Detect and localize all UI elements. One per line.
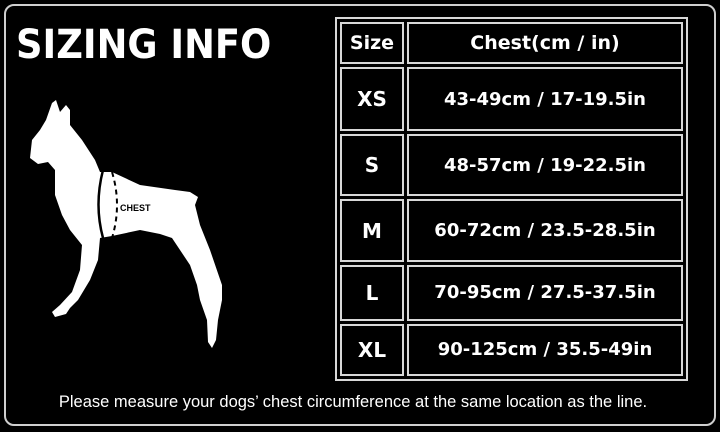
table-row: S 48-57cm / 19-22.5in [340,134,683,197]
chest-cell: 48-57cm / 19-22.5in [407,134,683,197]
size-cell: XS [340,67,404,132]
header-size: Size [340,22,404,65]
size-cell: M [340,199,404,262]
dog-silhouette-icon: CHEST [30,100,222,348]
header-chest: Chest(cm / in) [407,22,683,65]
chest-cell: 90-125cm / 35.5-49in [407,323,683,376]
table-header-row: Size Chest(cm / in) [340,22,683,65]
size-cell: L [340,264,404,321]
table-row: M 60-72cm / 23.5-28.5in [340,199,683,262]
size-cell: S [340,134,404,197]
table-row: XS 43-49cm / 17-19.5in [340,67,683,132]
table-row: XL 90-125cm / 35.5-49in [340,323,683,376]
chest-cell: 43-49cm / 17-19.5in [407,67,683,132]
size-cell: XL [340,323,404,376]
outer-frame [4,4,716,426]
size-chart-table: Size Chest(cm / in) XS 43-49cm / 17-19.5… [335,17,688,381]
table-row: L 70-95cm / 27.5-37.5in [340,264,683,321]
chest-cell: 60-72cm / 23.5-28.5in [407,199,683,262]
page-title: SIZING INFO [16,22,272,68]
chest-label: CHEST [120,203,151,213]
measurement-note: Please measure your dogs’ chest circumfe… [58,393,648,411]
chest-cell: 70-95cm / 27.5-37.5in [407,264,683,321]
